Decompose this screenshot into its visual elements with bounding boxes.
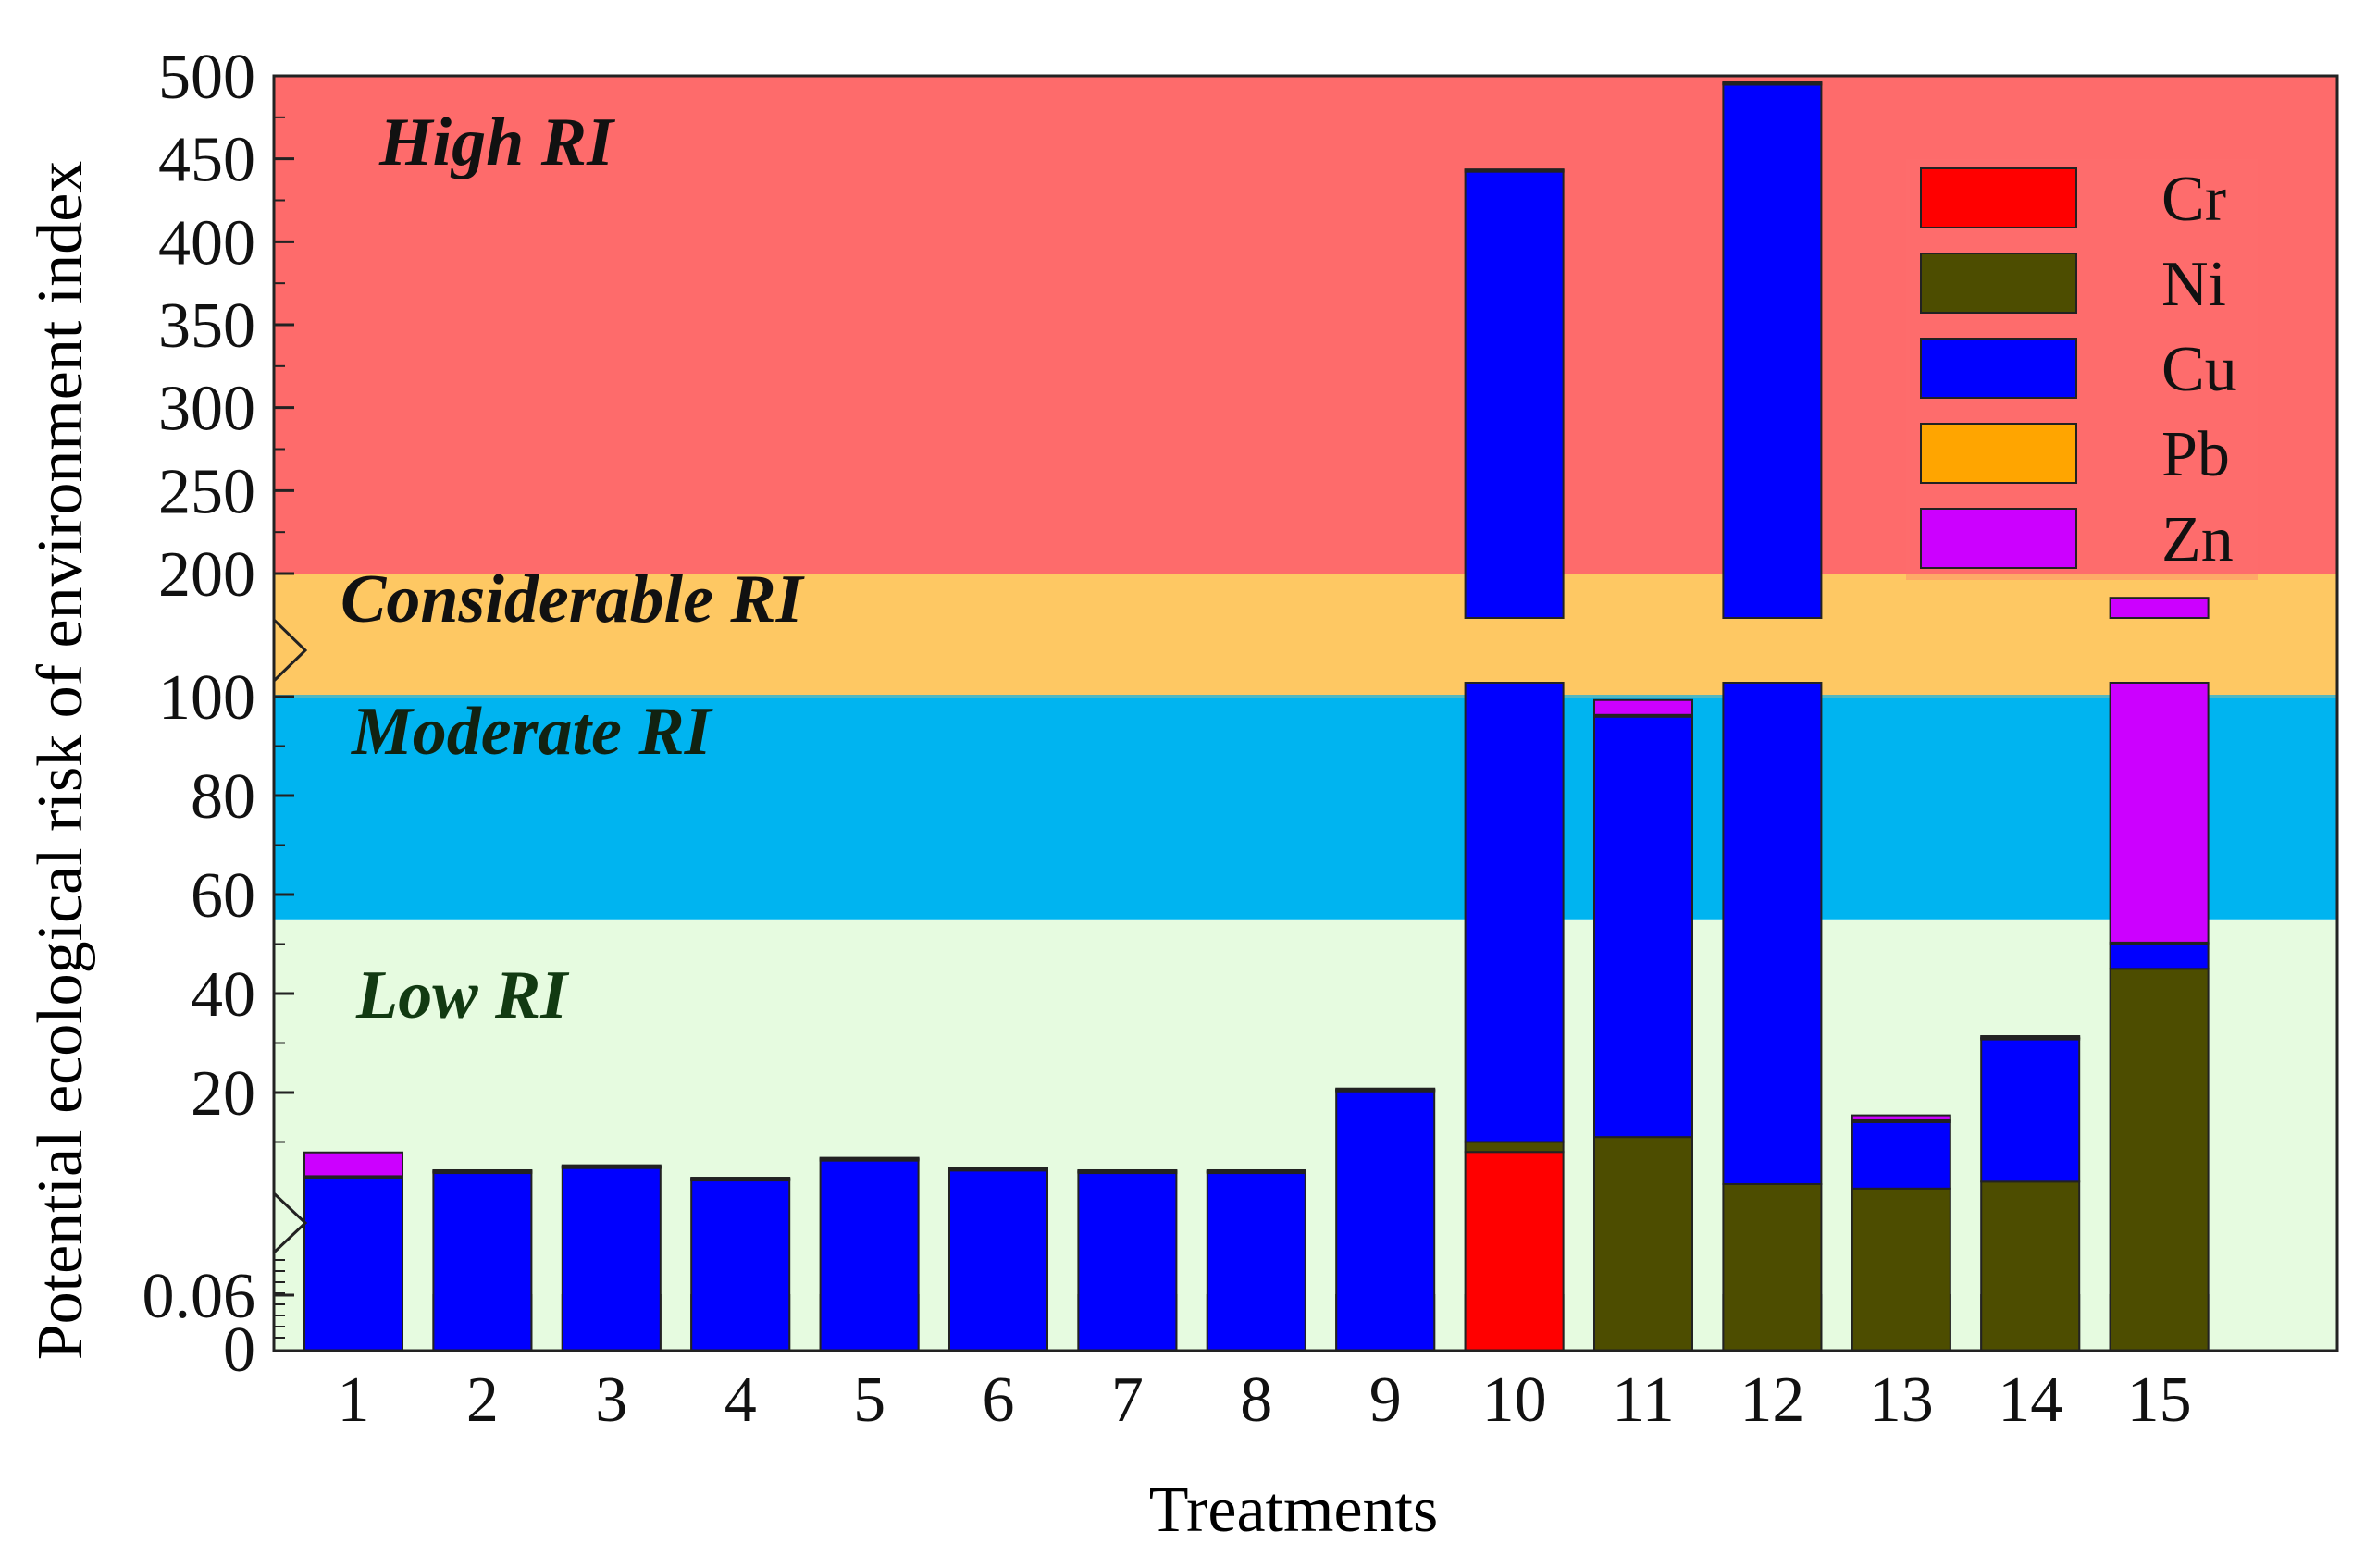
bar-segment-cu	[1206, 1170, 1306, 1352]
y-tick-label: 400	[158, 207, 255, 278]
bar-segment-cu	[1722, 82, 1823, 619]
bar-segment-cu	[1464, 169, 1565, 619]
bar-segment-cu	[1464, 682, 1565, 1143]
zone-considerable-ri	[274, 574, 2337, 697]
bar-segment-ni	[2109, 968, 2210, 1352]
bar-segment-cu	[1593, 715, 1693, 1139]
legend-swatch-zn	[1920, 508, 2077, 569]
zone-label-moderate-ri: Moderate RI	[351, 694, 713, 770]
bar-segment-ni	[1593, 1136, 1693, 1352]
bar-segment-cu	[1335, 1089, 1436, 1352]
x-tick-label: 7	[1111, 1364, 1144, 1436]
bar-segment-ni	[1980, 1180, 2081, 1352]
x-tick-label: 8	[1240, 1364, 1272, 1436]
legend-label-zn: Zn	[2161, 504, 2234, 575]
legend-label-pb: Pb	[2161, 419, 2230, 490]
x-tick-label: 9	[1369, 1364, 1402, 1436]
bar-segment-zn	[819, 1156, 920, 1161]
zone-high-ri	[274, 76, 2337, 574]
legend-swatch-pb	[1920, 423, 2077, 484]
y-tick-label: 250	[158, 456, 255, 527]
y-tick-label: 300	[158, 374, 255, 445]
legend: Cr Ni Cu Pb Zn	[1906, 159, 2258, 580]
plot-frame	[272, 74, 2339, 1352]
bar-segment-cr	[1464, 1151, 1565, 1352]
zone-moderate-ri	[274, 697, 2337, 920]
bar-segment-cu	[819, 1158, 920, 1352]
x-tick-label: 2	[466, 1364, 499, 1436]
x-tick-label: 1	[338, 1364, 370, 1436]
bar-segment-zn	[1077, 1168, 1178, 1173]
y-tick-label: 0	[223, 1315, 255, 1386]
axes	[272, 74, 2339, 1352]
y-tick-label: 40	[191, 959, 255, 1031]
y-tick-label: 60	[191, 860, 255, 932]
y-tick-label: 200	[158, 539, 255, 611]
zone-label-low-ri: Low RI	[355, 957, 569, 1033]
y-tick-label: 500	[158, 42, 255, 113]
bar-segment-cu	[1980, 1038, 2081, 1183]
bar-segment-zn	[2109, 682, 2210, 944]
legend-label-ni: Ni	[2161, 249, 2226, 320]
bar-segment-zn	[1464, 168, 1565, 173]
legend-swatch-cr	[1920, 167, 2077, 228]
bar-segment-cu	[432, 1170, 533, 1352]
zone-label-considerable-ri: Considerable RI	[341, 562, 805, 637]
legend-label-cu: Cu	[2161, 334, 2237, 405]
bar-segment-cu	[948, 1167, 1048, 1352]
bar-segment-zn	[303, 1151, 403, 1178]
axis-break-marker	[272, 1191, 308, 1254]
y-tick-label: 450	[158, 125, 255, 196]
bar-segment-cu	[690, 1178, 791, 1352]
x-tick-label: 3	[595, 1364, 627, 1436]
x-tick-label: 14	[1998, 1364, 2062, 1436]
x-tick-labels: 1 2 3 4 5 6 7 8 9 10 11 12 13 14 15	[338, 1364, 2192, 1436]
x-tick-label: 10	[1482, 1364, 1547, 1436]
y-tick-label: 350	[158, 290, 255, 362]
bar-segment-zn	[690, 1177, 791, 1181]
legend-swatch-cu	[1920, 338, 2077, 399]
legend-label-cr: Cr	[2161, 164, 2226, 235]
bar-segment-zn	[948, 1167, 1048, 1171]
bar-segment-cu	[561, 1166, 662, 1352]
bar-segment-cu	[1722, 682, 1823, 1185]
y-tick-label: 100	[158, 662, 255, 734]
x-tick-label: 12	[1740, 1364, 1804, 1436]
bar-segment-ni	[1722, 1182, 1823, 1352]
y-tick-labels: 00.06 20 40 60 80 100 200 250 300 350 400 450 500	[142, 42, 256, 1386]
bar-segment-cu	[2109, 943, 2210, 970]
x-tick-label: 13	[1869, 1364, 1934, 1436]
bar-segment-zn	[1851, 1114, 1951, 1121]
y-tick-label: 80	[191, 761, 255, 833]
y-tick-label: 20	[191, 1058, 255, 1130]
bar-segment-cu	[1851, 1120, 1951, 1190]
axis-break-marker	[272, 618, 308, 683]
bar-segment-zn	[1980, 1035, 2081, 1040]
x-tick-label: 11	[1612, 1364, 1674, 1436]
zone-label-high-ri: High RI	[378, 105, 615, 180]
y-tick-label: 0.06	[142, 1261, 256, 1332]
bar-segment-zn	[1722, 80, 1823, 85]
bar-segment-ni	[1464, 1141, 1565, 1154]
legend-swatch-ni	[1920, 253, 2077, 314]
x-tick-label: 15	[2127, 1364, 2192, 1436]
bars	[303, 80, 2210, 1352]
x-tick-label: 5	[853, 1364, 885, 1436]
x-tick-label: 4	[724, 1364, 757, 1436]
bar-segment-cu	[303, 1175, 403, 1352]
x-axis-title: Treatments	[1149, 1475, 1438, 1546]
bar-segment-zn	[1206, 1168, 1306, 1173]
y-axis-title: Potential ecological risk of environment…	[25, 161, 96, 1361]
bar-segment-zn	[561, 1164, 662, 1168]
x-tick-label: 6	[983, 1364, 1015, 1436]
bar-segment-zn	[2109, 597, 2210, 619]
bar-segment-zn	[1335, 1087, 1436, 1092]
bar-segment-zn	[1593, 698, 1693, 716]
risk-zones: Low RI Moderate RI Considerable RI High RI	[274, 76, 2337, 1351]
bar-segment-zn	[432, 1168, 533, 1173]
bar-segment-cu	[1077, 1170, 1178, 1352]
bar-segment-ni	[1851, 1187, 1951, 1352]
